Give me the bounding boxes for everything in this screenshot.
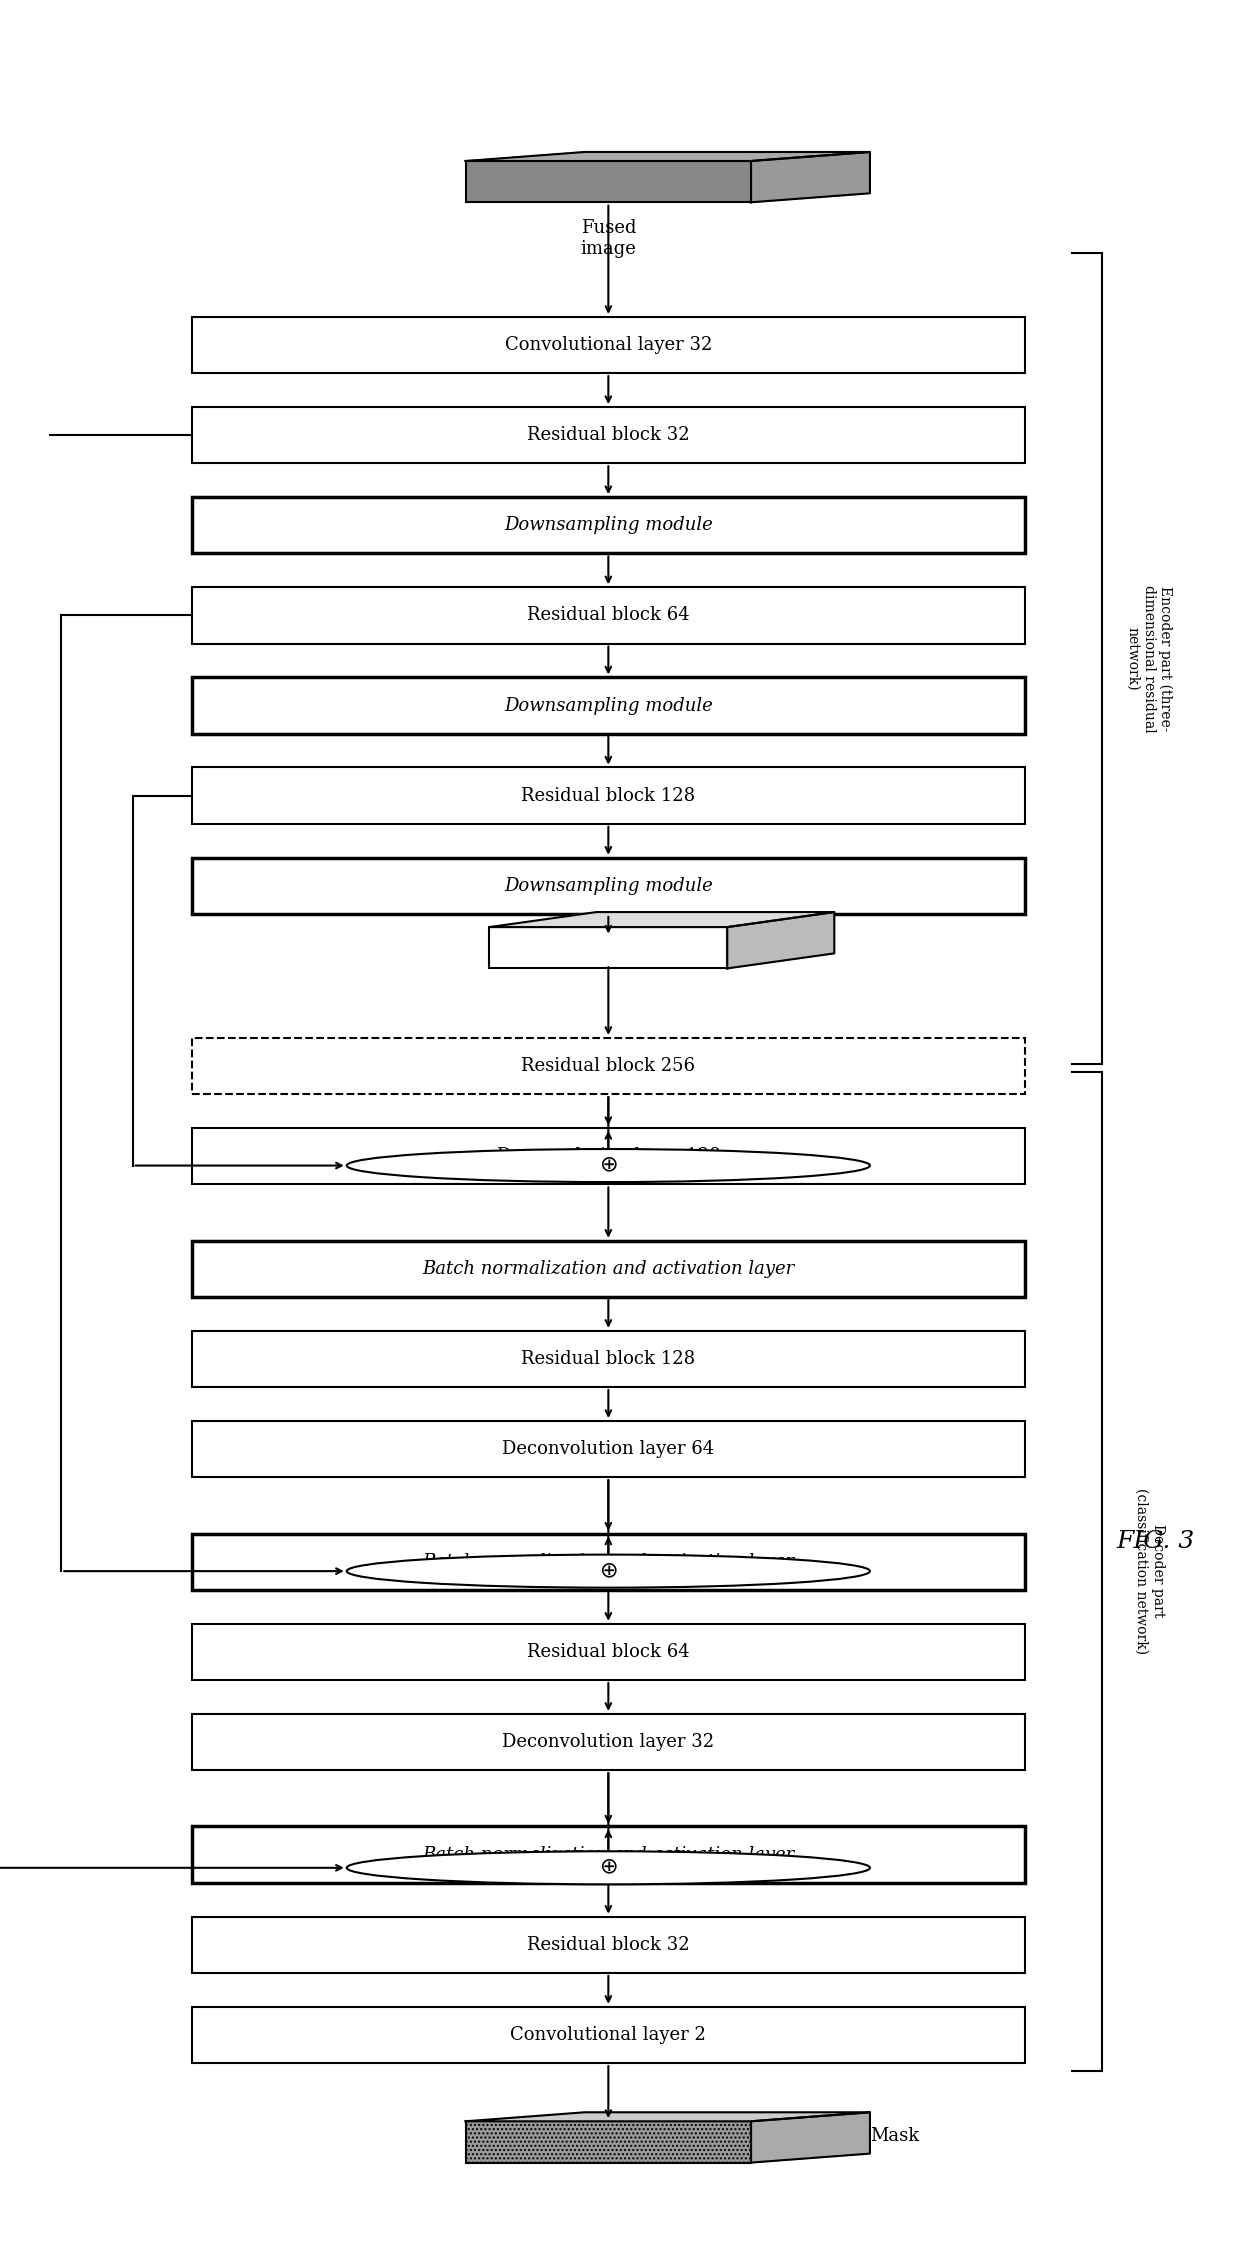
Text: Encoder part (three-
dimensional residual
network): Encoder part (three- dimensional residua… bbox=[1126, 584, 1173, 733]
Text: Residual block 32: Residual block 32 bbox=[527, 1936, 689, 1954]
Text: $\oplus$: $\oplus$ bbox=[599, 1155, 618, 1175]
Bar bbox=[192, 857, 1024, 914]
Bar bbox=[192, 1241, 1024, 1297]
Text: Downsampling module: Downsampling module bbox=[503, 517, 713, 535]
Text: Deconvolution layer 64: Deconvolution layer 64 bbox=[502, 1439, 714, 1457]
Bar bbox=[192, 2008, 1024, 2062]
Bar bbox=[192, 496, 1024, 553]
Text: Residual block 64: Residual block 64 bbox=[527, 607, 689, 625]
Bar bbox=[192, 1331, 1024, 1387]
Text: Residual block 64: Residual block 64 bbox=[527, 1642, 689, 1660]
Text: Residual block 256: Residual block 256 bbox=[521, 1058, 696, 1076]
Text: Mask: Mask bbox=[870, 2127, 919, 2145]
Text: Deconvolution layer 128: Deconvolution layer 128 bbox=[496, 1146, 720, 1164]
Text: Convolutional layer 32: Convolutional layer 32 bbox=[505, 336, 712, 354]
Bar bbox=[192, 1128, 1024, 1184]
Bar bbox=[192, 1827, 1024, 1884]
Text: Convolutional layer 2: Convolutional layer 2 bbox=[511, 2026, 707, 2044]
Polygon shape bbox=[466, 2112, 870, 2121]
Text: Fused
image: Fused image bbox=[580, 219, 636, 257]
Polygon shape bbox=[751, 151, 870, 203]
Bar bbox=[192, 1421, 1024, 1478]
Bar bbox=[192, 406, 1024, 462]
Bar bbox=[466, 160, 751, 203]
Text: $\oplus$: $\oplus$ bbox=[599, 1561, 618, 1581]
Bar bbox=[192, 1624, 1024, 1681]
Text: Residual block 128: Residual block 128 bbox=[521, 787, 696, 805]
Text: Residual block 128: Residual block 128 bbox=[521, 1349, 696, 1367]
Bar bbox=[192, 677, 1024, 733]
Text: FIG. 3: FIG. 3 bbox=[1116, 1530, 1194, 1552]
Bar bbox=[490, 927, 728, 968]
Text: Deconvolution layer 32: Deconvolution layer 32 bbox=[502, 1733, 714, 1751]
Text: $\oplus$: $\oplus$ bbox=[599, 1857, 618, 1877]
Text: Batch normalization and activation layer: Batch normalization and activation layer bbox=[423, 1845, 795, 1863]
Bar bbox=[192, 767, 1024, 823]
Polygon shape bbox=[751, 2112, 870, 2164]
Bar bbox=[192, 1715, 1024, 1771]
Text: Batch normalization and activation layer: Batch normalization and activation layer bbox=[423, 1259, 795, 1277]
Bar bbox=[192, 1918, 1024, 1974]
Bar bbox=[466, 2121, 751, 2164]
Polygon shape bbox=[466, 151, 870, 160]
Text: Downsampling module: Downsampling module bbox=[503, 697, 713, 715]
Circle shape bbox=[347, 1554, 870, 1588]
Polygon shape bbox=[728, 911, 835, 968]
Bar bbox=[192, 1038, 1024, 1094]
Circle shape bbox=[347, 1148, 870, 1182]
Text: Residual block 32: Residual block 32 bbox=[527, 426, 689, 444]
Bar bbox=[192, 587, 1024, 643]
Text: Batch normalization and activation layer: Batch normalization and activation layer bbox=[423, 1552, 795, 1570]
Bar bbox=[192, 316, 1024, 372]
Text: Downsampling module: Downsampling module bbox=[503, 878, 713, 896]
Polygon shape bbox=[490, 911, 835, 927]
Text: Decoder part
(classification network): Decoder part (classification network) bbox=[1135, 1489, 1164, 1654]
Circle shape bbox=[347, 1852, 870, 1884]
Bar bbox=[192, 1534, 1024, 1590]
